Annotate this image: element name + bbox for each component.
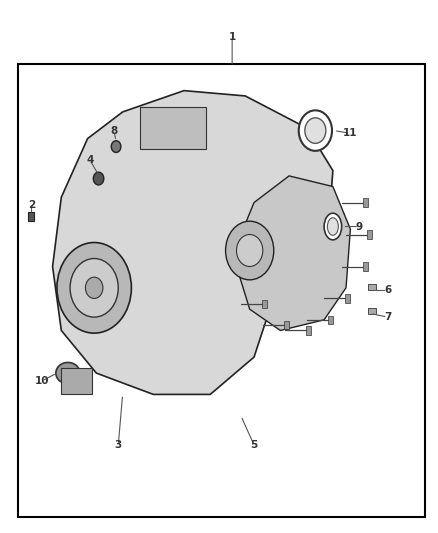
Circle shape xyxy=(93,172,104,185)
Bar xyxy=(367,230,372,239)
Bar xyxy=(345,294,350,303)
Text: 2: 2 xyxy=(28,200,35,210)
Circle shape xyxy=(85,277,103,298)
Ellipse shape xyxy=(327,217,338,236)
Text: 10: 10 xyxy=(34,376,49,386)
Text: 3: 3 xyxy=(115,440,122,450)
Text: 5: 5 xyxy=(251,440,258,450)
FancyBboxPatch shape xyxy=(140,107,206,149)
FancyBboxPatch shape xyxy=(61,368,92,394)
Bar xyxy=(363,198,368,207)
Text: 1: 1 xyxy=(229,33,236,42)
Text: 11: 11 xyxy=(343,128,358,138)
Text: 4: 4 xyxy=(86,155,93,165)
Circle shape xyxy=(57,243,131,333)
FancyBboxPatch shape xyxy=(18,64,425,517)
Ellipse shape xyxy=(56,362,80,384)
Ellipse shape xyxy=(111,141,121,152)
Circle shape xyxy=(237,235,263,266)
Bar xyxy=(363,262,368,271)
Text: 6: 6 xyxy=(384,286,391,295)
Text: 8: 8 xyxy=(110,126,117,135)
Circle shape xyxy=(299,110,332,151)
Ellipse shape xyxy=(324,213,342,240)
Bar xyxy=(284,321,289,329)
Bar xyxy=(368,308,376,314)
Circle shape xyxy=(305,118,326,143)
Bar xyxy=(306,326,311,335)
Bar xyxy=(328,316,333,324)
Circle shape xyxy=(226,221,274,280)
Polygon shape xyxy=(53,91,333,394)
Bar xyxy=(368,284,376,290)
Text: 7: 7 xyxy=(384,312,391,322)
Circle shape xyxy=(70,259,118,317)
Bar xyxy=(262,300,267,308)
Bar xyxy=(28,212,34,221)
Text: 9: 9 xyxy=(356,222,363,231)
Polygon shape xyxy=(237,176,350,330)
